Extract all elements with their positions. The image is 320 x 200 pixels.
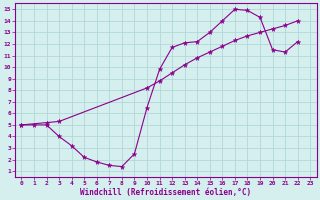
- X-axis label: Windchill (Refroidissement éolien,°C): Windchill (Refroidissement éolien,°C): [80, 188, 252, 197]
